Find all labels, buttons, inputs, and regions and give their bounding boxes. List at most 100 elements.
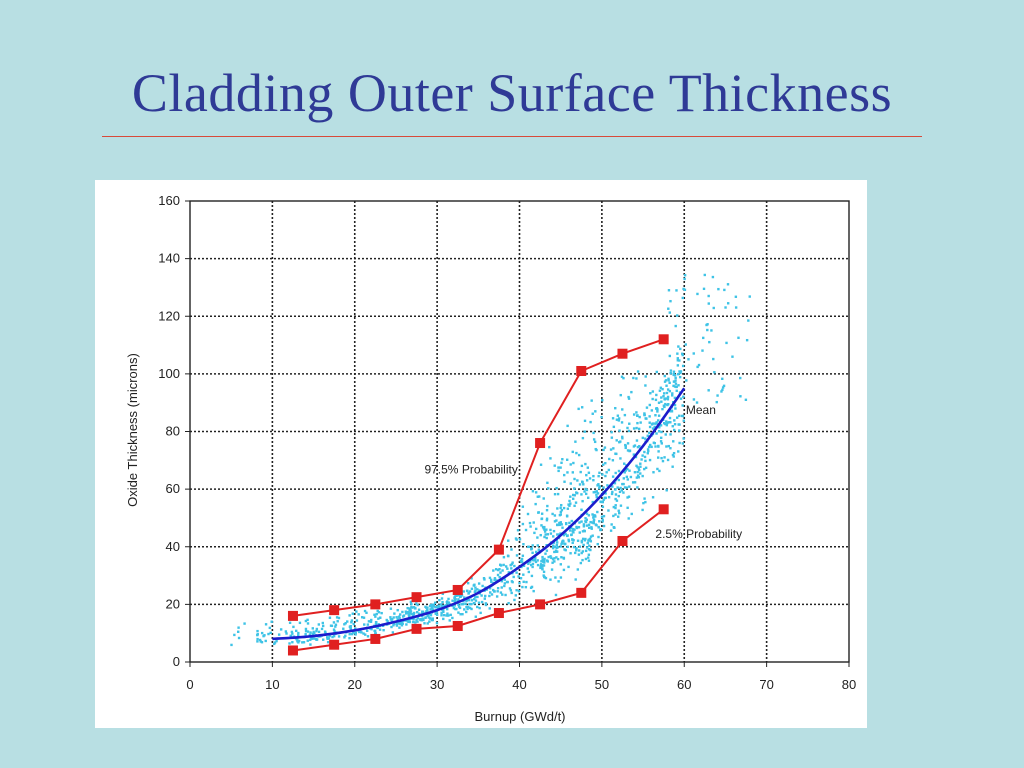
scatter-point <box>576 568 580 571</box>
scatter-point <box>655 407 659 410</box>
scatter-point <box>660 456 663 460</box>
scatter-point <box>669 299 672 303</box>
scatter-point <box>615 499 619 502</box>
scatter-point <box>641 436 644 440</box>
scatter-point <box>391 617 394 621</box>
scatter-point <box>661 407 664 411</box>
scatter-point <box>313 631 316 635</box>
scatter-point <box>327 637 331 640</box>
scatter-point <box>596 492 600 495</box>
scatter-point <box>656 410 659 413</box>
scatter-point <box>509 589 513 592</box>
scatter-point <box>572 461 575 465</box>
scatter-point <box>558 523 561 527</box>
scatter-point <box>614 488 617 491</box>
scatter-point <box>537 548 540 551</box>
scatter-point <box>604 474 607 478</box>
scatter-point <box>681 364 685 368</box>
x-tick-label: 50 <box>595 677 609 692</box>
scatter-point <box>270 620 273 623</box>
scatter-point <box>441 592 444 595</box>
scatter-point <box>348 632 351 636</box>
scatter-point <box>412 606 416 609</box>
scatter-point <box>468 602 471 606</box>
scatter-point <box>416 611 419 614</box>
scatter-point <box>626 478 629 481</box>
scatter-point <box>702 287 706 291</box>
scatter-point <box>389 616 392 619</box>
scatter-point <box>588 537 592 541</box>
y-tick-label: 160 <box>158 193 180 208</box>
scatter-point <box>620 375 624 378</box>
scatter-point <box>355 610 358 613</box>
scatter-point <box>748 295 751 298</box>
scatter-point <box>643 467 646 471</box>
scatter-point <box>540 517 543 521</box>
scatter-point <box>561 540 564 543</box>
scatter-point <box>630 390 633 394</box>
scatter-point <box>592 431 595 435</box>
scatter-point <box>665 420 668 423</box>
scatter-point <box>468 606 472 610</box>
scatter-point <box>591 521 594 524</box>
scatter-point <box>651 390 655 393</box>
scatter-point <box>507 539 510 542</box>
scatter-point <box>429 613 433 617</box>
scatter-point <box>551 544 555 547</box>
scatter-point <box>435 613 439 616</box>
scatter-point <box>470 599 474 602</box>
scatter-point <box>644 417 647 420</box>
scatter-point <box>648 421 651 424</box>
scatter-point <box>587 514 591 517</box>
scatter-point <box>411 614 415 617</box>
scatter-point <box>636 486 639 489</box>
scatter-point <box>580 508 583 511</box>
scatter-point <box>609 448 613 451</box>
scatter-point <box>594 490 597 494</box>
scatter-point <box>696 292 699 296</box>
scatter-point <box>592 514 595 517</box>
scatter-point <box>376 609 379 613</box>
scatter-point <box>332 628 336 631</box>
scatter-point <box>680 414 684 418</box>
scatter-point <box>585 524 589 527</box>
scatter-point <box>377 623 380 626</box>
scatter-point <box>587 471 591 474</box>
scatter-point <box>539 533 542 537</box>
scatter-point <box>624 443 627 447</box>
scatter-point <box>623 471 626 474</box>
scatter-point <box>551 546 555 550</box>
scatter-point <box>617 509 620 512</box>
scatter-point <box>669 410 672 413</box>
x-axis-label: Burnup (GWd/t) <box>474 709 565 724</box>
scatter-point <box>400 622 404 625</box>
scatter-point <box>489 591 492 594</box>
scatter-point <box>496 587 500 590</box>
scatter-point <box>344 622 347 625</box>
scatter-point <box>726 283 730 286</box>
scatter-point <box>522 580 525 584</box>
scatter-point <box>583 430 586 433</box>
scatter-point <box>660 430 663 434</box>
scatter-point <box>638 444 641 448</box>
scatter-point <box>628 485 631 488</box>
scatter-point <box>540 560 543 563</box>
scatter-point <box>555 486 558 490</box>
scatter-point <box>626 442 630 445</box>
scatter-point <box>484 594 487 598</box>
scatter-point <box>744 398 748 401</box>
scatter-point <box>415 602 418 605</box>
scatter-point <box>559 532 562 535</box>
scatter-point <box>601 500 604 504</box>
scatter-point <box>395 616 398 619</box>
scatter-point <box>592 516 595 519</box>
scatter-point <box>455 607 458 611</box>
scatter-point <box>463 596 466 599</box>
scatter-point <box>374 621 378 624</box>
scatter-point <box>676 359 680 362</box>
scatter-point <box>263 634 266 637</box>
scatter-point <box>566 545 569 549</box>
scatter-point <box>683 288 687 292</box>
scatter-point <box>563 548 566 551</box>
scatter-point <box>506 554 510 557</box>
